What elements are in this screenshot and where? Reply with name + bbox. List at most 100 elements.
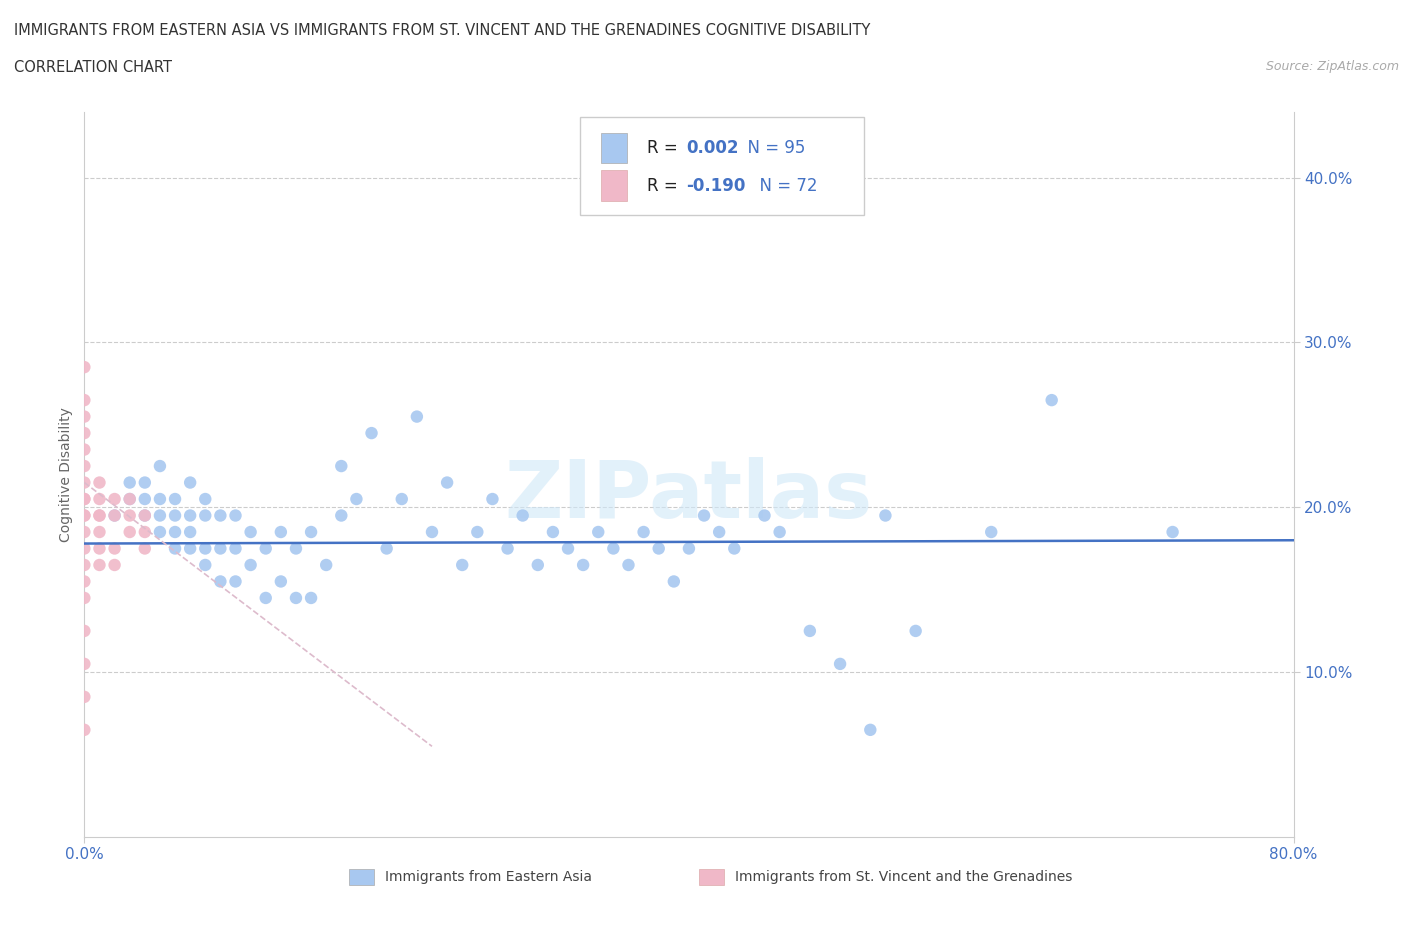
Point: [134, 475, 156, 490]
Point: [134, 508, 156, 523]
Text: R =: R =: [647, 139, 683, 157]
Point: [678, 541, 700, 556]
Point: [420, 525, 443, 539]
Point: [451, 557, 474, 572]
Text: N = 72: N = 72: [749, 177, 818, 194]
Point: [89, 492, 111, 507]
Point: [104, 508, 127, 523]
Point: [693, 508, 716, 523]
Point: [73, 392, 96, 407]
Text: IMMIGRANTS FROM EASTERN ASIA VS IMMIGRANTS FROM ST. VINCENT AND THE GRENADINES C: IMMIGRANTS FROM EASTERN ASIA VS IMMIGRAN…: [14, 23, 870, 38]
Point: [239, 557, 262, 572]
Point: [73, 689, 96, 704]
Point: [73, 723, 96, 737]
Point: [467, 525, 489, 539]
Text: R =: R =: [647, 177, 683, 194]
Point: [163, 541, 186, 556]
Y-axis label: Cognitive Disability: Cognitive Disability: [59, 406, 73, 542]
Point: [859, 723, 882, 737]
Point: [194, 492, 217, 507]
Point: [149, 492, 172, 507]
Point: [134, 541, 156, 556]
Point: [209, 508, 232, 523]
Text: CORRELATION CHART: CORRELATION CHART: [14, 60, 172, 75]
Point: [104, 541, 127, 556]
Point: [118, 508, 141, 523]
Point: [73, 442, 96, 457]
Point: [73, 492, 96, 507]
Text: 0.002: 0.002: [686, 139, 740, 157]
Point: [89, 475, 111, 490]
Point: [73, 657, 96, 671]
Point: [239, 525, 262, 539]
Point: [209, 574, 232, 589]
Point: [1161, 525, 1184, 539]
Point: [754, 508, 776, 523]
Point: [225, 541, 247, 556]
Point: [209, 541, 232, 556]
Bar: [349, 869, 374, 885]
Point: [254, 541, 277, 556]
Point: [134, 492, 156, 507]
Point: [73, 492, 96, 507]
Point: [270, 525, 292, 539]
Point: [163, 508, 186, 523]
Point: [163, 525, 186, 539]
Point: [118, 525, 141, 539]
Point: [541, 525, 564, 539]
Point: [89, 508, 111, 523]
Point: [194, 541, 217, 556]
Point: [134, 508, 156, 523]
Point: [73, 409, 96, 424]
Text: Immigrants from Eastern Asia: Immigrants from Eastern Asia: [385, 870, 592, 884]
Point: [89, 541, 111, 556]
Point: [194, 508, 217, 523]
Point: [284, 541, 308, 556]
Point: [391, 492, 413, 507]
Point: [662, 574, 685, 589]
Bar: [600, 170, 627, 201]
Point: [179, 541, 201, 556]
Point: [360, 426, 382, 441]
Point: [375, 541, 398, 556]
Point: [179, 525, 201, 539]
Point: [254, 591, 277, 605]
Point: [330, 458, 353, 473]
Point: [330, 508, 353, 523]
Point: [557, 541, 579, 556]
Point: [149, 525, 172, 539]
Point: [799, 623, 821, 638]
Point: [406, 409, 429, 424]
Point: [225, 574, 247, 589]
Point: [769, 525, 792, 539]
Bar: [600, 133, 627, 163]
FancyBboxPatch shape: [581, 117, 865, 216]
Point: [134, 525, 156, 539]
Point: [436, 475, 458, 490]
Point: [73, 525, 96, 539]
Point: [73, 541, 96, 556]
Point: [104, 508, 127, 523]
Point: [73, 623, 96, 638]
Point: [179, 475, 201, 490]
Point: [526, 557, 548, 572]
Point: [118, 492, 141, 507]
Point: [830, 657, 852, 671]
Point: [118, 492, 141, 507]
Point: [149, 458, 172, 473]
Text: ZIPatlas: ZIPatlas: [505, 457, 873, 535]
Point: [89, 525, 111, 539]
Point: [73, 458, 96, 473]
Point: [980, 525, 1002, 539]
Point: [89, 557, 111, 572]
Point: [73, 508, 96, 523]
Point: [225, 508, 247, 523]
Point: [723, 541, 745, 556]
Point: [904, 623, 927, 638]
Point: [163, 492, 186, 507]
Point: [73, 475, 96, 490]
Point: [194, 557, 217, 572]
Point: [270, 574, 292, 589]
Text: -0.190: -0.190: [686, 177, 747, 194]
Point: [73, 574, 96, 589]
